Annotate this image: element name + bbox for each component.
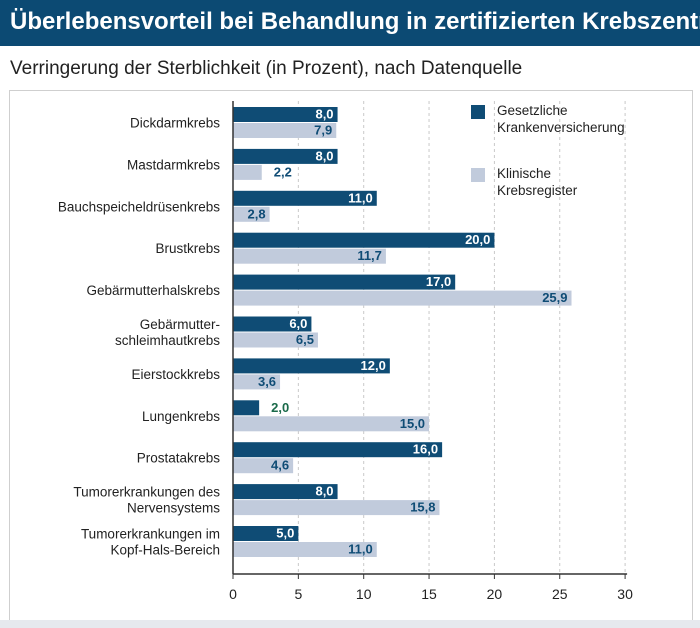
bar-gkv — [233, 484, 338, 500]
bar-krebsregister — [233, 290, 572, 306]
legend-label-gkv: Krankenversicherung — [497, 120, 625, 135]
category-label: Bauchspeicheldrüsenkrebs — [58, 199, 220, 214]
value-label-krebsregister: 2,2 — [274, 164, 292, 179]
bar-krebsregister — [233, 206, 270, 222]
value-label-gkv: 20,0 — [465, 232, 490, 247]
bar-krebsregister — [233, 164, 262, 180]
value-label-gkv: 8,0 — [315, 148, 333, 163]
x-tick-label: 0 — [229, 586, 237, 602]
value-label-krebsregister: 4,6 — [271, 458, 289, 473]
x-tick-label: 15 — [421, 586, 437, 602]
value-label-krebsregister: 25,9 — [542, 290, 567, 305]
bar-chart: 8,07,9Dickdarmkrebs8,02,2Mastdarmkrebs11… — [58, 101, 633, 602]
title-bar: Überlebensvorteil bei Behandlung in zert… — [0, 0, 700, 46]
value-label-krebsregister: 15,0 — [400, 416, 425, 431]
legend-label-krebsregister: Klinische — [497, 166, 551, 181]
category-label: Tumorerkrankungen im — [81, 527, 220, 542]
category-label: Prostatakrebs — [137, 451, 221, 466]
bar-krebsregister — [233, 332, 318, 348]
value-label-krebsregister: 3,6 — [258, 374, 276, 389]
bar-krebsregister — [233, 248, 386, 264]
bar-gkv — [233, 232, 495, 248]
legend-label-gkv: Gesetzliche — [497, 103, 568, 118]
category-label: Kopf-Hals-Bereich — [110, 543, 220, 558]
bar-gkv — [233, 442, 443, 458]
category-label: Lungenkrebs — [142, 409, 220, 424]
bar-krebsregister — [233, 374, 281, 390]
bar-krebsregister — [233, 416, 430, 432]
value-label-krebsregister: 2,8 — [248, 206, 266, 221]
category-label: Gebärmutter- — [140, 317, 220, 332]
category-label: Mastdarmkrebs — [127, 157, 220, 172]
x-tick-label: 25 — [552, 586, 568, 602]
bar-gkv — [233, 107, 338, 122]
category-label: Dickdarmkrebs — [130, 116, 220, 131]
value-label-krebsregister: 15,8 — [410, 500, 435, 515]
value-label-krebsregister: 7,9 — [314, 123, 332, 138]
x-tick-label: 5 — [294, 586, 302, 602]
bar-gkv — [233, 148, 338, 164]
category-label: Brustkrebs — [155, 241, 220, 256]
value-label-krebsregister: 11,7 — [357, 248, 382, 263]
bar-gkv — [233, 274, 456, 290]
value-label-gkv: 8,0 — [315, 107, 333, 122]
value-label-krebsregister: 11,0 — [348, 542, 373, 557]
chart-title: Überlebensvorteil bei Behandlung in zert… — [10, 8, 700, 35]
value-label-gkv: 11,0 — [348, 190, 373, 205]
chart-subtitle: Verringerung der Sterblichkeit (in Proze… — [10, 58, 523, 79]
value-label-gkv: 6,0 — [289, 316, 307, 331]
category-label: Gebärmutterhalskrebs — [86, 283, 220, 298]
chart-panel: 8,0 7,9 Dickdarmkrebs 8,0 2,2 Mastdarmkrebs 11… — [9, 90, 693, 622]
legend-swatch-gkv — [471, 105, 485, 119]
x-tick-label: 30 — [617, 586, 633, 602]
value-label-krebsregister: 6,5 — [296, 332, 314, 347]
value-label-gkv: 17,0 — [426, 274, 451, 289]
bar-gkv — [233, 526, 299, 541]
legend-swatch-krebsregister — [471, 168, 485, 182]
bar-gkv — [233, 316, 312, 332]
legend-label-krebsregister: Krebsregister — [497, 183, 578, 198]
x-tick-label: 10 — [356, 586, 372, 602]
footer-band — [0, 620, 700, 628]
x-tick-label: 20 — [487, 586, 503, 602]
category-label: schleimhautkrebs — [115, 333, 220, 348]
value-label-gkv: 5,0 — [276, 526, 294, 541]
category-label: Tumorerkrankungen des — [73, 485, 220, 500]
category-label: Eierstockkrebs — [131, 367, 220, 382]
bar-krebsregister — [233, 542, 377, 557]
value-label-gkv: 16,0 — [413, 442, 438, 457]
bar-gkv — [233, 400, 260, 416]
value-label-gkv: 8,0 — [315, 484, 333, 499]
bar-krebsregister — [233, 500, 440, 516]
value-label-gkv: 12,0 — [361, 358, 386, 373]
value-label-gkv: 2,0 — [271, 400, 289, 415]
bar-krebsregister — [233, 123, 337, 138]
bar-gkv — [233, 190, 377, 206]
bar-krebsregister — [233, 458, 294, 474]
bar-gkv — [233, 358, 390, 374]
category-label: Nervensystems — [127, 501, 220, 516]
